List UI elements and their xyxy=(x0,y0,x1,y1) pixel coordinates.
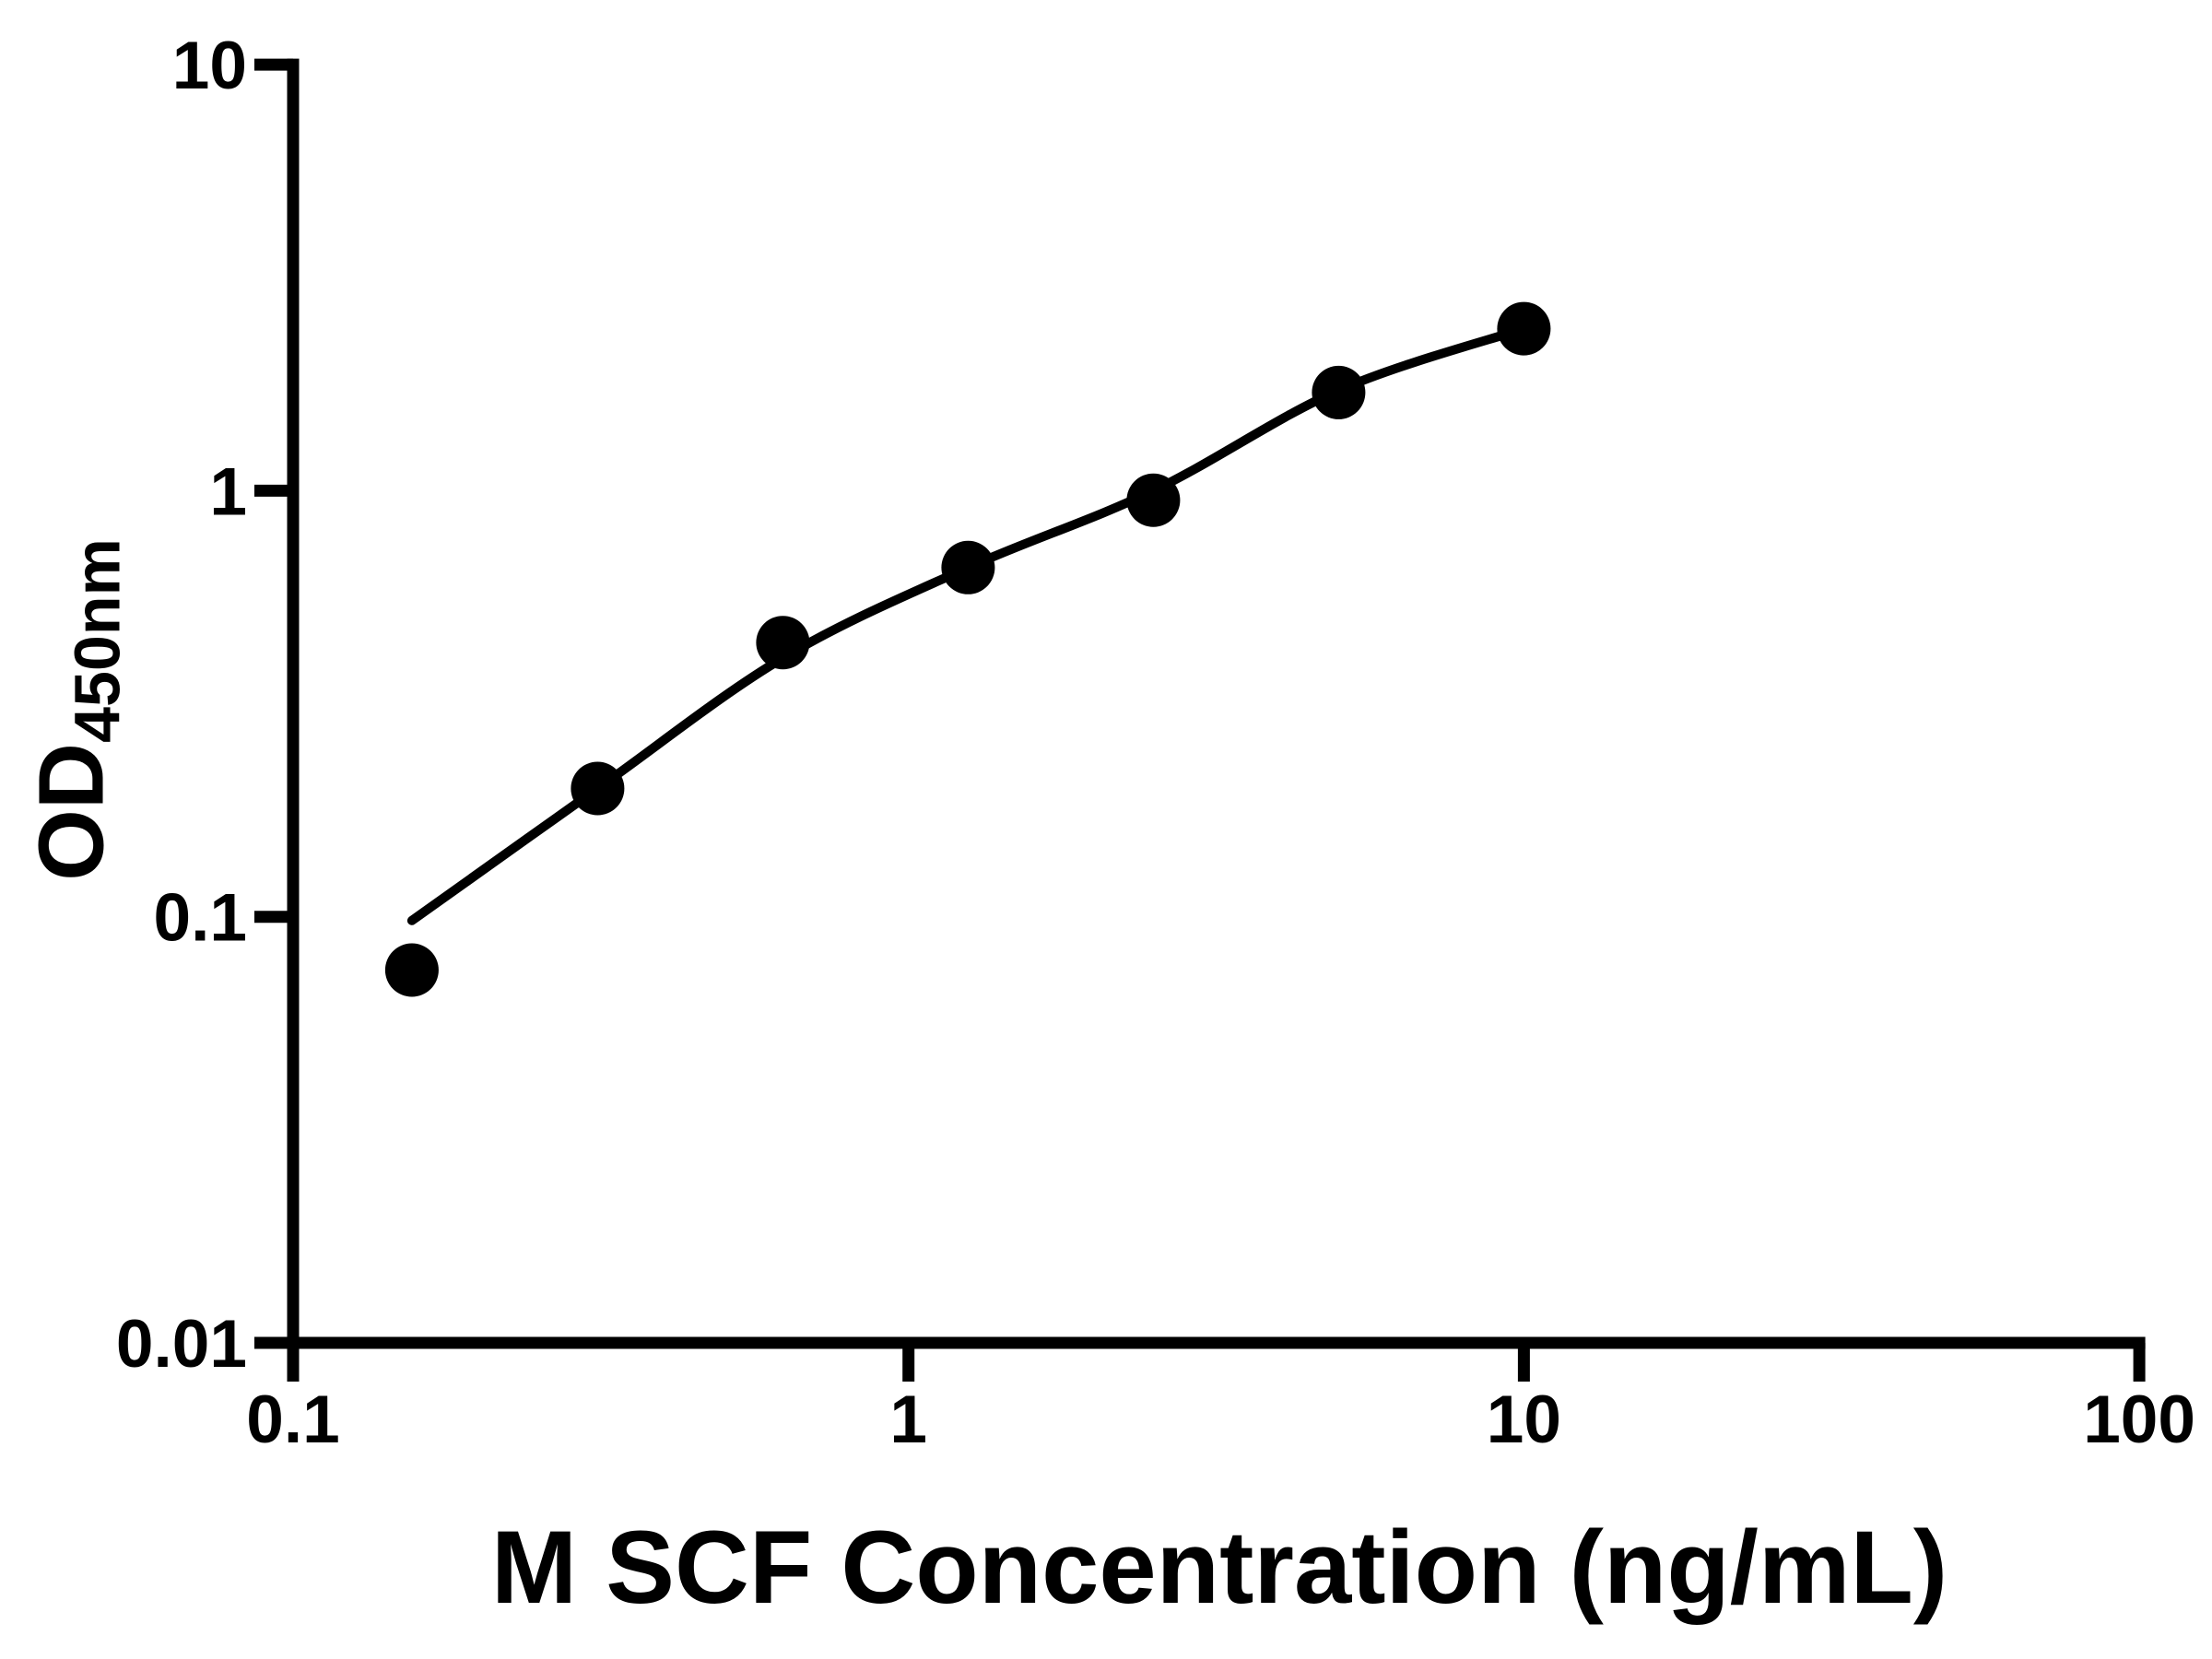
data-point xyxy=(384,943,439,997)
x-axis-ticks: 0.1 1 10 100 xyxy=(246,1343,2195,1457)
y-axis-title-subscript: 450nm xyxy=(61,538,134,743)
fit-curve xyxy=(406,324,1529,925)
y-tick-label: 0.01 xyxy=(116,1307,247,1382)
data-point xyxy=(756,616,810,670)
axes xyxy=(287,58,2146,1349)
y-tick-label: 10 xyxy=(172,29,247,103)
data-point xyxy=(571,761,625,816)
data-point xyxy=(941,540,995,594)
x-tick-label: 0.1 xyxy=(246,1382,339,1457)
x-axis-title-text: M SCF Concentration (ng/mL) xyxy=(490,1510,1948,1625)
data-point xyxy=(1497,301,1551,356)
x-tick-label: 1 xyxy=(889,1382,927,1457)
data-points xyxy=(384,301,1551,997)
data-point xyxy=(1312,365,1366,419)
y-axis-title-text: OD xyxy=(19,742,124,881)
y-axis-title: OD450nm xyxy=(20,538,134,881)
x-tick-label: 100 xyxy=(2083,1382,2195,1457)
y-tick-label: 0.1 xyxy=(154,881,247,956)
y-tick-label: 1 xyxy=(209,454,247,529)
x-tick-label: 10 xyxy=(1487,1382,1561,1457)
data-point xyxy=(1126,473,1181,527)
x-axis-title: M SCF Concentration (ng/mL) xyxy=(293,1516,2146,1619)
y-axis-ticks: 0.01 0.1 1 10 xyxy=(116,29,293,1382)
